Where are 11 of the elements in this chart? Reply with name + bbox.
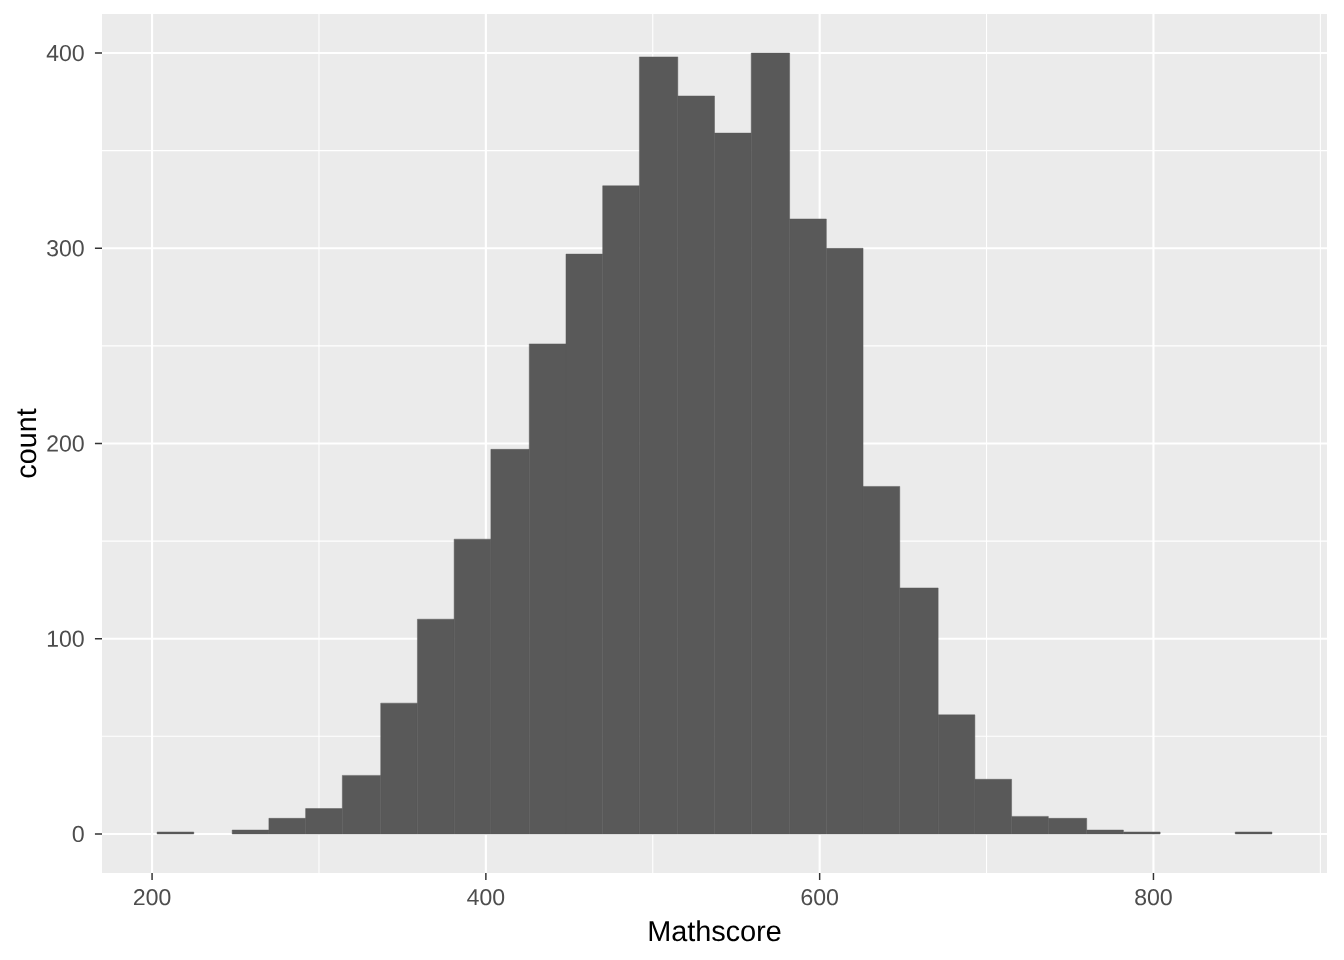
y-tick-label: 400 bbox=[46, 44, 84, 62]
x-tick-label: 200 bbox=[133, 889, 171, 906]
x-tick-label: 600 bbox=[801, 889, 838, 906]
y-tick-label: 200 bbox=[47, 435, 84, 452]
x-tick-label: 800 bbox=[1135, 889, 1172, 906]
y-tick-label: 300 bbox=[47, 240, 84, 257]
y-axis-title: count bbox=[17, 408, 37, 478]
y-tick-label: 100 bbox=[47, 630, 84, 647]
y-tick-label: 0 bbox=[72, 825, 84, 843]
x-axis-title: Mathscore bbox=[649, 920, 781, 942]
x-tick-label: 400 bbox=[467, 889, 505, 906]
